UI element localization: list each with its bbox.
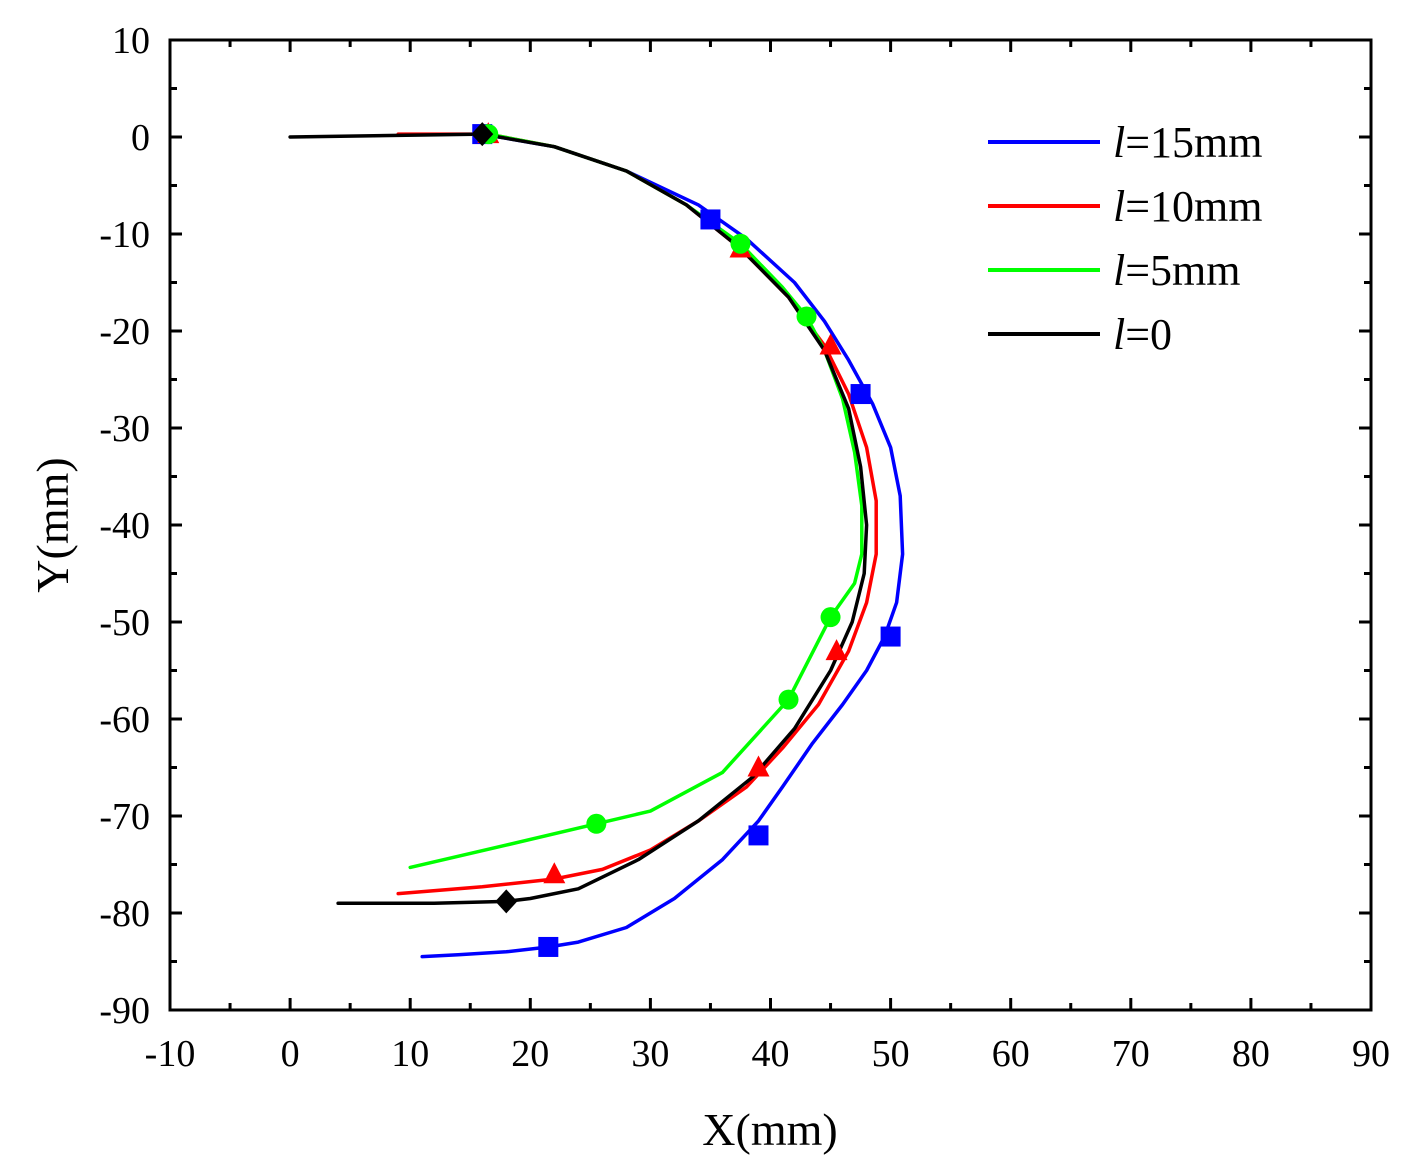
data-point-triangle xyxy=(747,755,770,777)
legend-label-italic: l xyxy=(1113,310,1125,359)
series-line-circle xyxy=(408,132,864,870)
series-line-diamond xyxy=(288,132,869,906)
data-point-square xyxy=(850,384,871,405)
x-tick-label: 0 xyxy=(281,1033,300,1075)
y-tick-label: -20 xyxy=(99,311,150,353)
legend-label: l=0 xyxy=(1113,310,1172,359)
data-point-circle xyxy=(796,306,817,327)
x-tick-label: 80 xyxy=(1232,1033,1270,1075)
data-point-circle xyxy=(730,233,751,254)
legend-label-rest: =5mm xyxy=(1125,246,1240,295)
x-tick-label: 20 xyxy=(511,1033,549,1075)
data-point-circle xyxy=(586,813,607,834)
data-point-square xyxy=(700,209,721,230)
y-tick-label: -10 xyxy=(99,214,150,256)
y-tick-label: 10 xyxy=(112,20,150,62)
x-tick-label: 70 xyxy=(1112,1033,1150,1075)
y-tick-label: -50 xyxy=(99,602,150,644)
data-point-diamond xyxy=(471,122,494,147)
data-point-square xyxy=(538,936,559,957)
legend-label: l=10mm xyxy=(1113,182,1263,231)
data-point-square xyxy=(748,825,769,846)
legend-label-italic: l xyxy=(1113,118,1125,167)
legend-label-rest: =10mm xyxy=(1125,182,1262,231)
y-tick-label: 0 xyxy=(131,117,150,159)
x-tick-label: -10 xyxy=(145,1033,196,1075)
series-line-square xyxy=(420,132,905,959)
y-axis-title: Y(mm) xyxy=(27,457,78,592)
data-point-triangle xyxy=(543,862,566,884)
y-tick-labels: 10 0 -10 -20 -30 -40 -50 -60 -70 -80 -90 xyxy=(99,20,150,1032)
x-tick-label: 50 xyxy=(872,1033,910,1075)
data-point-circle xyxy=(820,607,841,628)
axis-ticks xyxy=(168,38,1373,1012)
legend-label-italic: l xyxy=(1113,246,1125,295)
legend-label: l=15mm xyxy=(1113,118,1263,167)
y-tick-label: -80 xyxy=(99,893,150,935)
data-point-diamond xyxy=(495,889,518,914)
legend-label-rest: =15mm xyxy=(1125,118,1262,167)
legend-label: l=5mm xyxy=(1113,246,1241,295)
y-tick-label: -60 xyxy=(99,699,150,741)
x-tick-labels: -10 0 10 20 30 40 50 60 70 80 90 xyxy=(145,1033,1390,1075)
y-tick-label: -70 xyxy=(99,796,150,838)
y-tick-label: -30 xyxy=(99,408,150,450)
marker-layer xyxy=(471,122,901,957)
legend-label-rest: =0 xyxy=(1125,310,1172,359)
x-axis-title: X(mm) xyxy=(702,1104,837,1155)
data-point-circle xyxy=(778,689,799,710)
series-line-triangle xyxy=(396,132,878,896)
x-tick-label: 10 xyxy=(391,1033,429,1075)
legend-label-italic: l xyxy=(1113,182,1125,231)
data-point-triangle xyxy=(819,333,842,355)
x-tick-label: 60 xyxy=(992,1033,1030,1075)
y-tick-label: -40 xyxy=(99,505,150,547)
x-tick-label: 30 xyxy=(631,1033,669,1075)
y-tick-label: -90 xyxy=(99,990,150,1032)
x-tick-label: 40 xyxy=(752,1033,790,1075)
data-point-triangle xyxy=(825,639,848,661)
data-point-square xyxy=(880,626,901,647)
x-tick-label: 90 xyxy=(1352,1033,1390,1075)
